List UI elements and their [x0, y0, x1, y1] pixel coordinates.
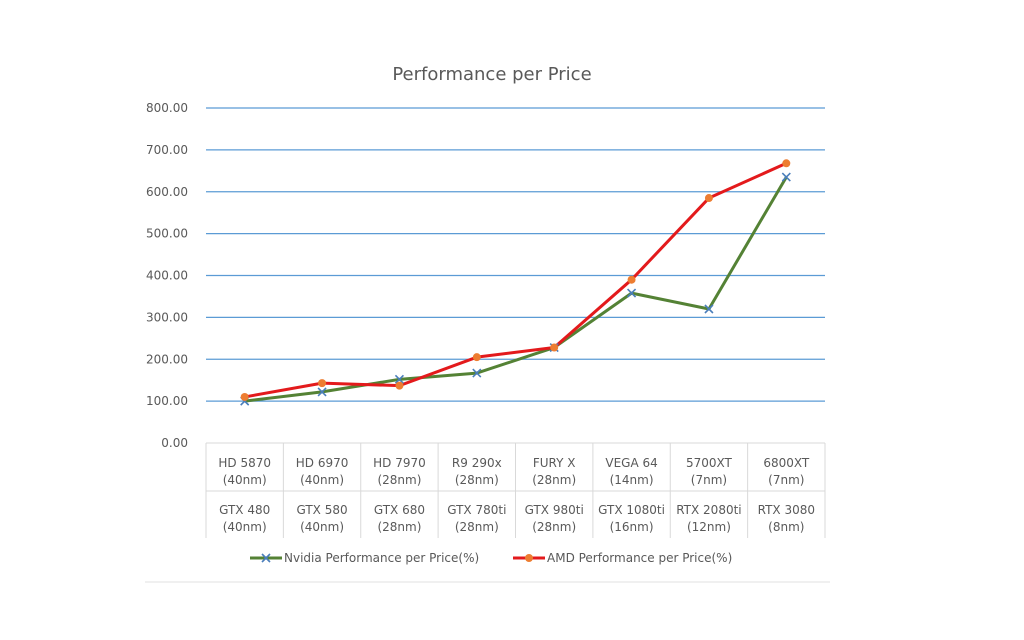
category-nvidia-node: (28nm)	[377, 520, 421, 534]
y-axis-ticks: 0.00 100.00 200.00 300.00 400.00 500.00 600.00…	[146, 101, 188, 450]
nvidia-series-line	[244, 176, 788, 403]
amd-point-marker	[395, 381, 404, 390]
category-amd-node: (40nm)	[223, 473, 267, 487]
nvidia-point-marker	[472, 368, 482, 378]
category-amd-node: (7nm)	[691, 473, 727, 487]
category-nvidia-node: (40nm)	[223, 520, 267, 534]
amd-legend-entry: AMD Performance per Price(%)	[513, 551, 732, 565]
category-nvidia-node: (8nm)	[768, 520, 804, 534]
amd-point-marker	[704, 194, 713, 203]
amd-point-marker	[525, 554, 533, 562]
category-nvidia-label: RTX 3080	[758, 503, 815, 517]
nvidia-point-marker	[317, 387, 327, 397]
category-nvidia-label: GTX 580	[296, 503, 347, 517]
category-amd-label: FURY X	[533, 456, 576, 470]
amd-point-marker	[318, 379, 327, 388]
amd-point-marker	[627, 275, 636, 284]
category-amd-node: (14nm)	[610, 473, 654, 487]
category-nvidia-node: (28nm)	[455, 520, 499, 534]
category-amd-node: (28nm)	[377, 473, 421, 487]
amd-legend-label: AMD Performance per Price(%)	[547, 551, 732, 565]
category-nvidia-label: GTX 680	[374, 503, 425, 517]
category-amd-label: HD 7970	[373, 456, 426, 470]
category-nvidia-label: GTX 1080ti	[598, 503, 665, 517]
chart-title: Performance per Price	[392, 64, 591, 85]
category-amd-node: (28nm)	[532, 473, 576, 487]
category-amd-label: 5700XT	[686, 456, 733, 470]
y-tick-label: 600.00	[146, 185, 188, 199]
category-nvidia-label: GTX 780ti	[447, 503, 506, 517]
nvidia-point-marker	[781, 172, 791, 182]
y-tick-label: 400.00	[146, 269, 188, 283]
nvidia-point-marker	[704, 304, 714, 314]
category-amd-node: (40nm)	[300, 473, 344, 487]
y-tick-label: 100.00	[146, 394, 188, 408]
nvidia-legend-entry: Nvidia Performance per Price(%)	[250, 551, 479, 565]
amd-point-marker	[472, 353, 481, 362]
y-tick-label: 500.00	[146, 227, 188, 241]
category-nvidia-node: (16nm)	[610, 520, 654, 534]
nvidia-legend-label: Nvidia Performance per Price(%)	[284, 551, 479, 565]
category-axis: HD 5870 (40nm) GTX 480 (40nm) HD 6970 (40nm) G…	[205, 442, 826, 538]
category-nvidia-node: (40nm)	[300, 520, 344, 534]
amd-point-marker	[782, 159, 791, 168]
category-nvidia-label: RTX 2080ti	[676, 503, 741, 517]
y-tick-label: 800.00	[146, 101, 188, 115]
amd-point-marker	[240, 392, 249, 401]
y-tick-label: 700.00	[146, 143, 188, 157]
category-nvidia-node: (12nm)	[687, 520, 731, 534]
category-nvidia-node: (28nm)	[532, 520, 576, 534]
nvidia-point-marker	[626, 288, 637, 298]
y-tick-label: 300.00	[146, 310, 188, 324]
category-nvidia-label: GTX 980ti	[525, 503, 584, 517]
category-amd-label: VEGA 64	[605, 456, 657, 470]
category-amd-label: 6800XT	[763, 456, 810, 470]
gridlines	[206, 107, 825, 402]
category-amd-node: (28nm)	[455, 473, 499, 487]
category-amd-node: (7nm)	[768, 473, 804, 487]
y-tick-label: 0.00	[161, 436, 188, 450]
category-amd-label: HD 6970	[296, 456, 349, 470]
y-tick-label: 200.00	[146, 352, 188, 366]
category-nvidia-label: GTX 480	[219, 503, 270, 517]
nvidia-point-marker	[394, 374, 405, 384]
nvidia-point-marker	[261, 553, 271, 563]
series-lines	[240, 159, 791, 406]
category-amd-label: HD 5870	[218, 456, 271, 470]
amd-point-marker	[550, 343, 559, 352]
amd-series-line	[244, 161, 787, 399]
legend: Nvidia Performance per Price(%) AMD Perfo…	[250, 551, 732, 565]
category-amd-label: R9 290x	[452, 456, 502, 470]
